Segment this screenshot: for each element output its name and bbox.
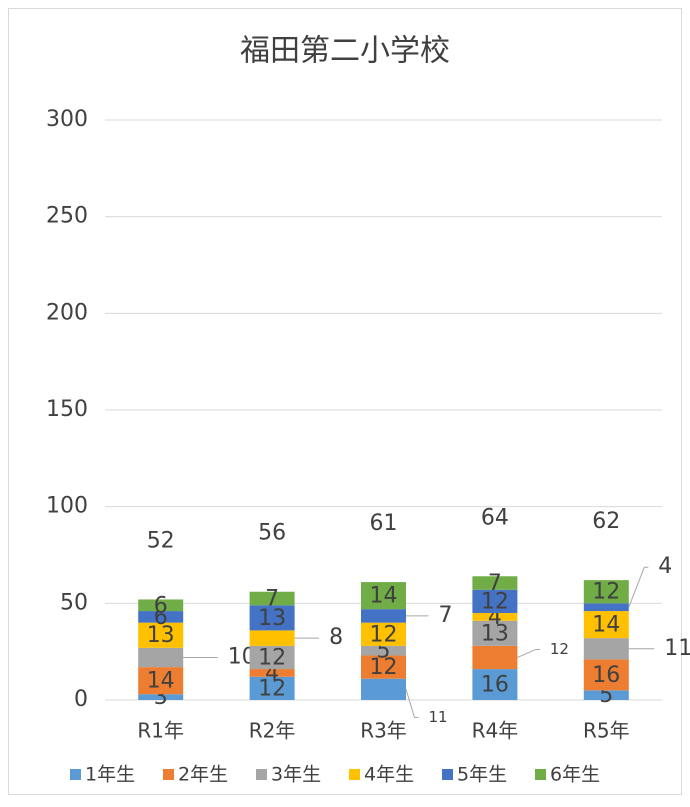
bar-segment bbox=[249, 645, 295, 670]
bar-segment bbox=[583, 580, 629, 604]
data-label: 7 bbox=[439, 603, 453, 628]
data-label: 13 bbox=[147, 623, 175, 648]
bar-segment bbox=[138, 622, 184, 648]
data-label: 16 bbox=[481, 673, 509, 698]
data-label: 12 bbox=[550, 640, 569, 658]
bar-segment bbox=[583, 690, 629, 700]
bar-segment bbox=[361, 609, 406, 623]
data-label: 12 bbox=[481, 589, 509, 614]
bar-segment bbox=[472, 669, 518, 700]
bar-segment bbox=[361, 655, 406, 679]
legend-swatch bbox=[349, 769, 360, 780]
leader-line bbox=[628, 566, 649, 608]
data-label: 13 bbox=[481, 621, 509, 646]
leader-line bbox=[405, 689, 419, 718]
data-label: 11 bbox=[664, 636, 690, 661]
data-label: 12 bbox=[592, 580, 620, 605]
y-tick-label: 300 bbox=[46, 107, 88, 132]
bar-segment bbox=[361, 645, 406, 656]
legend-label: 4年生 bbox=[364, 764, 414, 786]
bar-segment bbox=[138, 599, 184, 612]
data-label: 8 bbox=[329, 625, 343, 650]
chart-title: 福田第二小学校 bbox=[240, 34, 450, 69]
x-tick-label: R5年 bbox=[583, 719, 630, 743]
total-label: 56 bbox=[258, 521, 286, 546]
bar-segment bbox=[249, 591, 295, 606]
data-label: 13 bbox=[258, 606, 286, 631]
leader-line bbox=[517, 648, 540, 658]
data-label: 14 bbox=[370, 584, 398, 609]
data-label: 12 bbox=[370, 622, 398, 647]
bar-segment bbox=[138, 694, 184, 700]
y-tick-label: 150 bbox=[46, 397, 88, 422]
legend-label: 5年生 bbox=[457, 764, 507, 786]
legend-label: 6年生 bbox=[550, 764, 600, 786]
legend-swatch bbox=[535, 769, 546, 780]
bar-segment bbox=[138, 611, 184, 623]
y-tick-label: 200 bbox=[46, 300, 88, 325]
data-label: 14 bbox=[147, 669, 175, 694]
data-label: 7 bbox=[488, 571, 502, 596]
y-tick-label: 250 bbox=[46, 204, 88, 229]
bar-segment bbox=[361, 678, 406, 700]
data-label: 14 bbox=[592, 613, 620, 638]
legend-swatch bbox=[163, 769, 174, 780]
bar-segment bbox=[583, 659, 629, 691]
data-label: 7 bbox=[265, 587, 279, 612]
data-label: 12 bbox=[258, 645, 286, 670]
total-label: 64 bbox=[481, 505, 509, 530]
bar-segment bbox=[249, 605, 295, 631]
total-label: 52 bbox=[147, 528, 175, 553]
data-label: 16 bbox=[592, 663, 620, 688]
bar-segment bbox=[472, 613, 518, 621]
legend-label: 3年生 bbox=[271, 764, 321, 786]
legend-swatch bbox=[442, 769, 453, 780]
bar-segment bbox=[249, 676, 295, 700]
y-tick-label: 100 bbox=[46, 494, 88, 519]
y-tick-label: 0 bbox=[74, 687, 88, 712]
bar-segment bbox=[472, 589, 518, 613]
legend-swatch bbox=[256, 769, 267, 780]
bar-segment bbox=[472, 645, 518, 670]
legend-label: 1年生 bbox=[85, 764, 135, 786]
bar-segment bbox=[583, 611, 629, 639]
bar-segment bbox=[138, 647, 184, 668]
legend-swatch bbox=[70, 769, 81, 780]
x-tick-label: R1年 bbox=[137, 719, 184, 743]
bar-segment bbox=[361, 582, 406, 610]
bar-segment bbox=[138, 667, 184, 695]
bar-segment bbox=[583, 638, 629, 660]
data-label: 6 bbox=[154, 593, 168, 618]
chart-border bbox=[8, 8, 682, 795]
data-label: 11 bbox=[429, 708, 448, 726]
total-label: 62 bbox=[592, 509, 620, 534]
bar-segment bbox=[472, 620, 518, 646]
x-tick-label: R3年 bbox=[360, 719, 407, 743]
data-label: 12 bbox=[258, 676, 286, 701]
bar-segment bbox=[361, 622, 406, 646]
legend-label: 2年生 bbox=[178, 764, 228, 786]
data-label: 12 bbox=[370, 655, 398, 680]
bar-segment bbox=[249, 669, 295, 677]
bar-segment bbox=[249, 630, 295, 646]
data-label: 4 bbox=[658, 554, 672, 579]
data-label: 6 bbox=[154, 605, 168, 630]
bar-segment bbox=[472, 576, 518, 590]
total-label: 61 bbox=[370, 511, 398, 536]
x-tick-label: R2年 bbox=[249, 719, 296, 743]
x-tick-label: R4年 bbox=[472, 719, 519, 743]
y-tick-label: 50 bbox=[60, 590, 88, 615]
bar-segment bbox=[583, 603, 629, 612]
